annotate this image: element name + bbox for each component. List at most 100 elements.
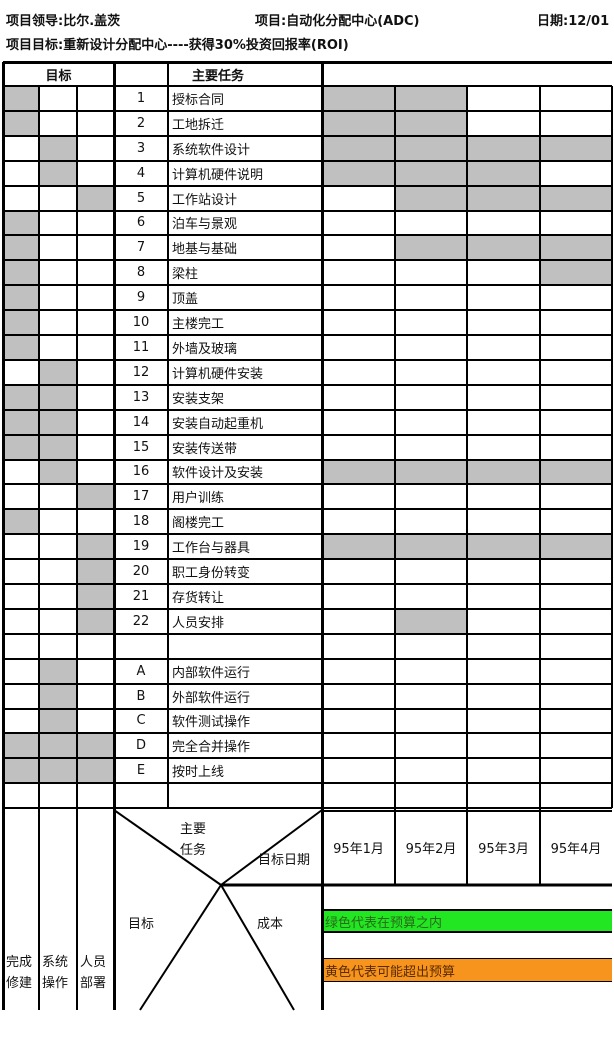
task-number: 14 xyxy=(132,414,150,430)
month-label: 95年3月 xyxy=(478,842,529,857)
goal-cell xyxy=(3,160,39,186)
task-name: 授标合同 xyxy=(172,92,225,108)
row-divider xyxy=(3,159,612,162)
row-divider xyxy=(3,632,612,635)
goal-cell xyxy=(39,135,77,161)
task-name: 计算机硬件说明 xyxy=(172,167,264,183)
goal-cell xyxy=(77,260,114,286)
task-name: 计算机硬件安装 xyxy=(172,366,264,382)
column-divider xyxy=(611,86,613,809)
goal-column-label: 操作 xyxy=(42,976,69,991)
month-cell xyxy=(322,434,395,460)
month-cell xyxy=(322,683,395,709)
month-cell xyxy=(467,484,540,510)
goal-cell xyxy=(39,235,77,261)
task-name: 主楼完工 xyxy=(172,317,225,333)
month-cell xyxy=(467,758,540,784)
goal-cell xyxy=(77,409,114,435)
task-number: 3 xyxy=(136,140,146,156)
goal-cell xyxy=(39,633,77,659)
row-divider xyxy=(3,607,612,610)
month-cell xyxy=(467,135,540,161)
goal-cell xyxy=(39,335,77,360)
task-number: B xyxy=(136,688,146,704)
task-number: E xyxy=(136,763,146,779)
task-name: 软件测试操作 xyxy=(172,715,251,731)
goal-cell xyxy=(77,584,114,609)
goal-cell xyxy=(77,310,114,335)
month-cell xyxy=(322,584,395,609)
month-cell xyxy=(540,758,612,784)
month-cell xyxy=(395,658,467,684)
month-cell xyxy=(467,335,540,360)
goal-cell xyxy=(77,484,114,510)
month-cell xyxy=(322,86,395,111)
row-divider xyxy=(3,732,612,735)
task-name: 安装自动起重机 xyxy=(172,416,264,432)
goal-cell xyxy=(39,359,77,385)
month-cell xyxy=(540,584,612,609)
project-leader: 项目领导:比尔.盖茨 xyxy=(6,14,121,29)
task-name: 软件设计及安装 xyxy=(172,466,264,482)
month-cell xyxy=(395,608,467,634)
goal-cell xyxy=(3,608,39,634)
task-name: 完全合并操作 xyxy=(172,740,251,756)
month-cell xyxy=(540,459,612,485)
project-name: 项目:自动化分配中心(ADC) xyxy=(255,14,420,29)
goal-cell xyxy=(39,484,77,510)
month-cell xyxy=(467,359,540,385)
month-cell xyxy=(540,110,612,136)
column-divider xyxy=(466,86,468,885)
goal-cell xyxy=(39,110,77,136)
month-cell xyxy=(395,86,467,111)
goal-cell xyxy=(39,160,77,186)
goal-cell xyxy=(77,633,114,659)
month-cell xyxy=(395,758,467,784)
task-number: 9 xyxy=(136,290,146,306)
goal-cell xyxy=(39,658,77,684)
goal-column-label: 部署 xyxy=(80,976,107,991)
month-cell xyxy=(540,658,612,684)
goal-cell xyxy=(3,86,39,111)
row-divider xyxy=(3,234,612,237)
month-cell xyxy=(322,608,395,634)
month-cell xyxy=(322,509,395,535)
goal-cell xyxy=(39,783,77,809)
main-task-label-1: 主要 xyxy=(180,822,207,837)
month-cell xyxy=(540,335,612,360)
month-cell xyxy=(540,434,612,460)
row-divider xyxy=(3,209,612,212)
month-cell xyxy=(322,185,395,211)
task-name xyxy=(168,783,322,808)
goal-cell xyxy=(77,235,114,261)
tasks-header: 主要任务 xyxy=(191,68,244,84)
goal-cell xyxy=(3,633,39,659)
column-divider xyxy=(394,86,396,885)
month-cell xyxy=(540,285,612,311)
task-number: 21 xyxy=(132,588,150,604)
month-cell xyxy=(467,783,540,809)
goal-cell xyxy=(3,310,39,335)
month-cell xyxy=(540,733,612,759)
month-cell xyxy=(395,708,467,734)
goal-cell xyxy=(77,384,114,410)
month-cell xyxy=(540,608,612,634)
task-number: 4 xyxy=(136,165,146,181)
goal-cell xyxy=(77,608,114,634)
goal-cell xyxy=(77,783,114,809)
month-cell xyxy=(395,384,467,410)
month-cell xyxy=(467,185,540,211)
month-cell xyxy=(467,260,540,286)
goal-cell xyxy=(39,409,77,435)
month-cell xyxy=(467,608,540,634)
task-number: 17 xyxy=(132,489,150,505)
goal-cell xyxy=(39,708,77,734)
month-cell xyxy=(395,185,467,211)
legend-orange: 黄色代表可能超出预算 xyxy=(322,958,612,982)
task-number: 20 xyxy=(132,564,150,580)
task-name: 职工身份转变 xyxy=(172,566,251,582)
month-cell xyxy=(467,235,540,261)
row-divider xyxy=(3,657,612,660)
goal-cell xyxy=(77,683,114,709)
